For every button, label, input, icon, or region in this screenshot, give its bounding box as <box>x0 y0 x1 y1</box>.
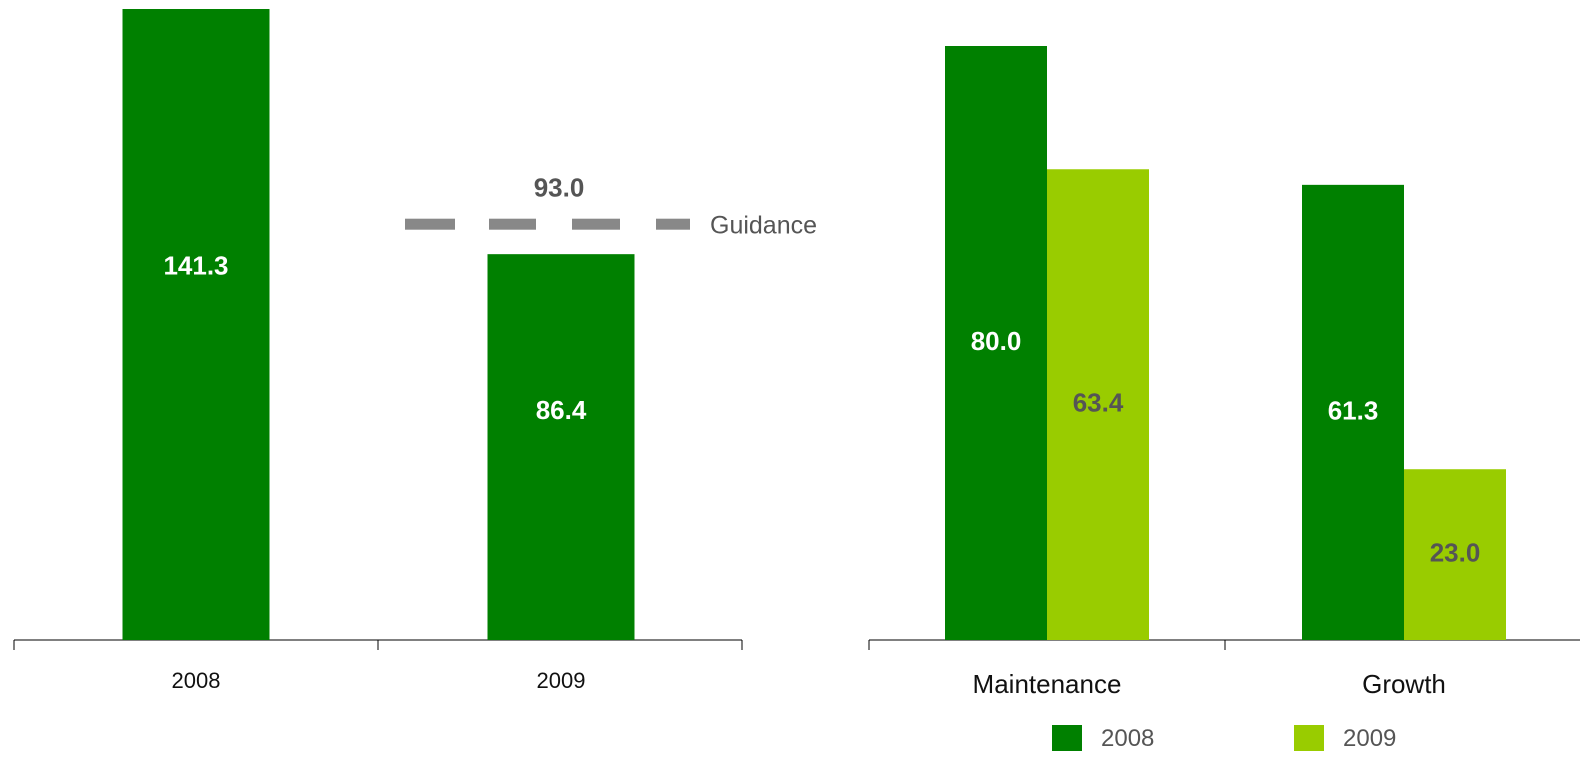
legend: 2008 2009 <box>1052 725 1396 752</box>
legend-swatch-2008 <box>1052 725 1082 751</box>
bar-2008-Maintenance <box>945 46 1047 640</box>
legend-label: 2009 <box>1343 725 1396 752</box>
data-label: 63.4 <box>1073 388 1124 418</box>
guidance-dash <box>405 218 455 230</box>
left-bar-chart: 141.3 2008 86.4 2009 93.0 Guidance <box>13 9 817 693</box>
guidance-dash <box>572 218 620 230</box>
x-tick-label: 2009 <box>537 668 586 693</box>
bar-2008 <box>122 9 270 640</box>
data-label: 86.4 <box>536 395 587 425</box>
data-label: 141.3 <box>163 251 228 281</box>
legend-swatch-2009 <box>1294 725 1324 751</box>
data-label: 61.3 <box>1328 395 1379 425</box>
bar-2009-Maintenance <box>1047 169 1149 640</box>
guidance-value-label: 93.0 <box>534 173 585 203</box>
guidance-label: Guidance <box>710 212 817 240</box>
guidance-dash <box>489 218 536 230</box>
data-label: 23.0 <box>1430 537 1481 567</box>
x-category-label: Maintenance <box>973 669 1122 699</box>
x-category-label: Growth <box>1362 669 1446 699</box>
bar-2008-Growth <box>1302 184 1404 640</box>
guidance-line: 93.0 Guidance <box>405 173 817 240</box>
guidance-dash <box>656 218 690 230</box>
x-tick-label: 2008 <box>172 668 221 693</box>
data-label: 80.0 <box>971 326 1022 356</box>
bar-2009 <box>487 254 635 641</box>
legend-label: 2008 <box>1101 725 1154 752</box>
bar-2009-Growth <box>1404 469 1506 640</box>
